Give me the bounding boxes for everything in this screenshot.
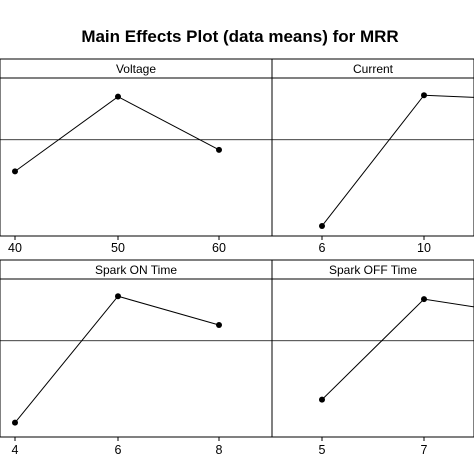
panel-strip-label: Voltage — [116, 62, 156, 76]
panel-frame — [0, 278, 273, 438]
x-tick-label: 60 — [212, 241, 226, 255]
data-point — [12, 168, 18, 175]
series-voltage — [12, 93, 222, 175]
panel-frame — [271, 278, 474, 438]
chart-title: Main Effects Plot (data means) for MRR — [81, 27, 398, 46]
panel-strip-label: Spark ON Time — [95, 263, 177, 277]
series-line — [14, 295, 220, 423]
data-point — [421, 92, 427, 99]
series-spark-on-time — [12, 293, 222, 426]
data-point — [12, 419, 18, 426]
x-tick-label: 5 — [319, 443, 326, 457]
x-tick-label: 10 — [417, 241, 431, 255]
series-line — [321, 298, 474, 401]
panel-spark-on-time: Spark ON Time 4 6 8 — [0, 259, 273, 457]
data-point — [319, 222, 325, 229]
panel-strip-label: Current — [353, 62, 394, 76]
data-point — [319, 396, 325, 403]
panel-strip-label: Spark OFF Time — [329, 263, 417, 277]
panel-current: Current 6 10 — [271, 58, 474, 255]
series-line — [321, 94, 474, 227]
series-spark-off-time — [319, 296, 474, 403]
x-tick-label: 40 — [8, 241, 22, 255]
data-point — [115, 93, 121, 100]
series-line — [14, 96, 220, 172]
panel-frame — [271, 77, 474, 237]
data-point — [421, 296, 427, 303]
panel-frame — [0, 77, 273, 237]
data-point — [216, 321, 222, 328]
x-tick-label: 50 — [111, 241, 125, 255]
x-tick-label: 6 — [115, 443, 122, 457]
x-tick-label: 7 — [421, 443, 428, 457]
x-tick-label: 4 — [12, 443, 19, 457]
series-current — [319, 92, 474, 229]
data-point — [216, 146, 222, 153]
data-point — [115, 293, 121, 300]
x-tick-label: 8 — [216, 443, 223, 457]
x-tick-label: 6 — [319, 241, 326, 255]
panel-spark-off-time: Spark OFF Time 5 7 — [271, 259, 474, 457]
panel-voltage: Voltage 40 50 60 — [0, 58, 273, 255]
